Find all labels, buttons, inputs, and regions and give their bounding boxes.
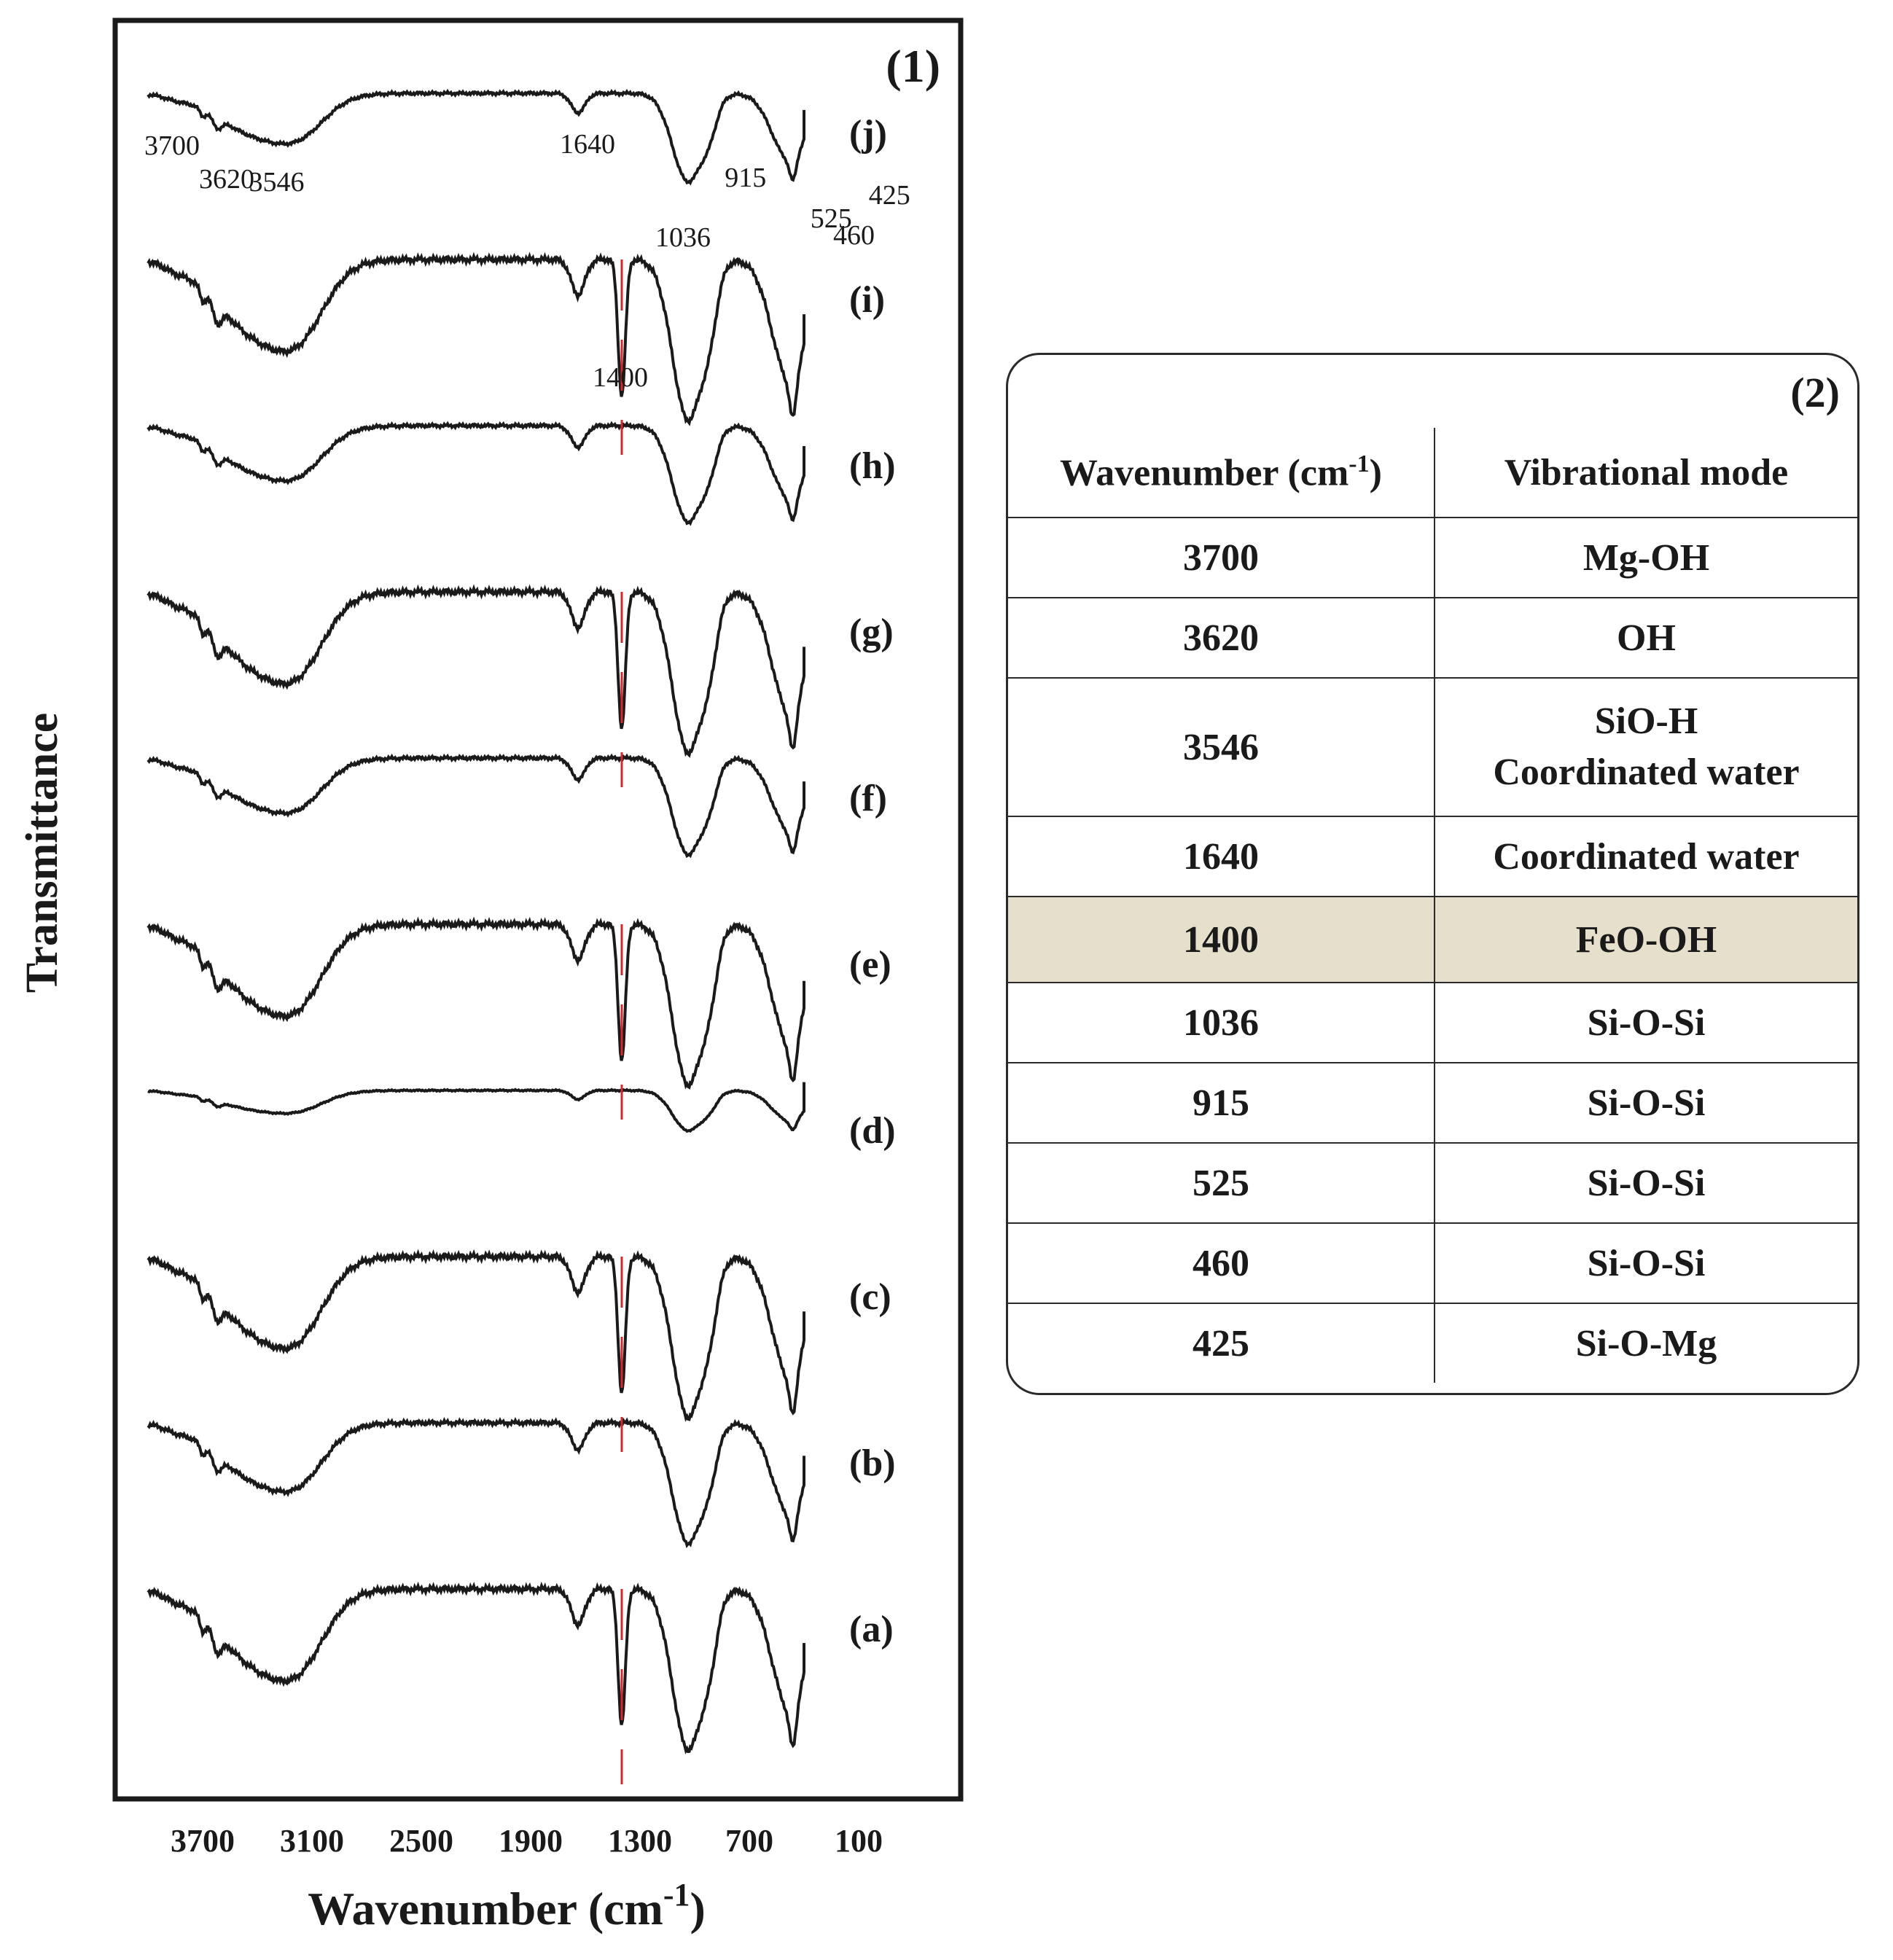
series-layer: (j) (i) (h) (g) (f) (e) (d) (c) (b) (a) bbox=[147, 88, 896, 1754]
chart-panel-label: (1) bbox=[886, 40, 940, 92]
spectrum-line-b bbox=[147, 1416, 805, 1549]
series-label-a: (a) bbox=[849, 1609, 894, 1650]
table-row: 525 Si-O-Si bbox=[1008, 1143, 1857, 1224]
table-row: 3700 Mg-OH bbox=[1008, 518, 1857, 598]
row-mode: FeO-OH bbox=[1435, 897, 1857, 983]
series-label-h: (h) bbox=[849, 445, 896, 487]
table-row: 3620 OH bbox=[1008, 598, 1857, 679]
row-wavenumber: 3620 bbox=[1008, 598, 1435, 679]
row-wavenumber: 1400 bbox=[1008, 897, 1435, 983]
x-tick-layer: 3700 3100 2500 1900 1300 700 100 bbox=[171, 1823, 883, 1859]
spectrum-line-f bbox=[147, 753, 805, 859]
table-row: 1640 Coordinated water bbox=[1008, 816, 1857, 897]
row-mode: Mg-OH bbox=[1435, 518, 1857, 598]
peak-annotation-3546: 3546 bbox=[249, 167, 305, 198]
row-wavenumber: 915 bbox=[1008, 1063, 1435, 1144]
plot-frame bbox=[112, 17, 964, 1802]
row-mode: Si-O-Si bbox=[1435, 1143, 1857, 1224]
peak-annotation-425: 425 bbox=[869, 180, 910, 211]
x-tick-label: 1300 bbox=[608, 1823, 672, 1859]
x-axis-title-main: Wavenumber (cm bbox=[308, 1883, 663, 1934]
row-wavenumber: 1640 bbox=[1008, 816, 1435, 897]
y-axis-title: Transmittance bbox=[17, 713, 67, 993]
row-mode: SiO-H Coordinated water bbox=[1435, 678, 1857, 817]
spectrum-line-g bbox=[147, 584, 805, 758]
vibrational-mode-table: Wavenumber (cm-1) Vibrational mode 3700 … bbox=[1008, 428, 1857, 1383]
peak-annotation-915: 915 bbox=[725, 163, 766, 193]
x-tick-label: 3700 bbox=[171, 1823, 235, 1859]
table-row-highlighted: 1400 FeO-OH bbox=[1008, 897, 1857, 983]
table-row: 1036 Si-O-Si bbox=[1008, 983, 1857, 1063]
row-mode: Si-O-Si bbox=[1435, 983, 1857, 1063]
table-row: 915 Si-O-Si bbox=[1008, 1063, 1857, 1144]
row-mode-line: Coordinated water bbox=[1493, 751, 1800, 793]
series-label-d: (d) bbox=[849, 1110, 896, 1152]
series-label-g: (g) bbox=[849, 612, 894, 653]
table-row: 3546 SiO-H Coordinated water bbox=[1008, 678, 1857, 817]
series-label-b: (b) bbox=[849, 1442, 896, 1484]
peak-annotation-1036: 1036 bbox=[655, 222, 711, 253]
header-wavenumber-close: ) bbox=[1369, 452, 1382, 494]
row-wavenumber: 525 bbox=[1008, 1143, 1435, 1224]
spectrum-line-d bbox=[147, 1082, 805, 1133]
peak-annotation-3700: 3700 bbox=[144, 130, 200, 161]
spectrum-line-j bbox=[147, 88, 805, 186]
table-row: 460 Si-O-Si bbox=[1008, 1223, 1857, 1304]
row-mode: Si-O-Mg bbox=[1575, 1322, 1717, 1364]
table-row: 425 Si-O-Mg bbox=[1008, 1303, 1857, 1383]
series-label-f: (f) bbox=[849, 778, 887, 819]
peak-annotation-460: 460 bbox=[833, 220, 875, 251]
row-wavenumber: 1036 bbox=[1008, 983, 1435, 1063]
series-label-j: (j) bbox=[849, 113, 887, 155]
header-wavenumber-text: Wavenumber (cm bbox=[1060, 452, 1349, 494]
table-header-row: Wavenumber (cm-1) Vibrational mode bbox=[1008, 428, 1857, 518]
table-panel-label: (2) bbox=[1790, 369, 1840, 416]
x-tick-label: 700 bbox=[725, 1823, 773, 1859]
vibrational-mode-table-panel: (2) Wavenumber (cm-1) Vibrational mode 3… bbox=[1006, 353, 1859, 1395]
row-wavenumber: 3546 bbox=[1008, 678, 1435, 817]
series-label-i: (i) bbox=[849, 279, 885, 321]
series-label-e: (e) bbox=[849, 944, 891, 985]
header-mode: Vibrational mode bbox=[1435, 428, 1857, 518]
row-mode: OH bbox=[1435, 598, 1857, 679]
row-wavenumber: 3700 bbox=[1008, 518, 1435, 598]
peak-annotation-1400: 1400 bbox=[593, 362, 648, 393]
header-wavenumber: Wavenumber (cm-1) bbox=[1008, 428, 1435, 518]
spectrum-line-e bbox=[147, 916, 805, 1090]
x-axis-title-sup: -1 bbox=[663, 1877, 690, 1913]
row-mode-line: SiO-H bbox=[1594, 700, 1698, 742]
spectrum-line-a bbox=[147, 1581, 805, 1754]
x-axis-title: Wavenumber (cm-1) bbox=[308, 1877, 706, 1934]
x-axis-title-close: ) bbox=[690, 1883, 706, 1934]
peak-annotation-525: 525 bbox=[811, 203, 852, 234]
row-mode: Si-O-Si bbox=[1435, 1063, 1857, 1144]
row-wavenumber: 425 bbox=[1008, 1303, 1435, 1383]
spectrum-line-h bbox=[147, 421, 805, 526]
row-mode: Si-O-Si bbox=[1435, 1223, 1857, 1304]
x-tick-label: 3100 bbox=[280, 1823, 344, 1859]
x-tick-label: 100 bbox=[835, 1823, 883, 1859]
spectrum-line-c bbox=[147, 1249, 805, 1422]
row-mode: Coordinated water bbox=[1435, 816, 1857, 897]
series-label-c: (c) bbox=[849, 1276, 891, 1318]
peak-annotation-1640: 1640 bbox=[560, 129, 615, 160]
row-wavenumber: 460 bbox=[1008, 1223, 1435, 1304]
x-tick-label: 1900 bbox=[499, 1823, 563, 1859]
spectrum-line-i bbox=[147, 251, 805, 426]
peak-annotation-3620: 3620 bbox=[199, 164, 254, 195]
x-tick-label: 2500 bbox=[389, 1823, 453, 1859]
header-wavenumber-sup: -1 bbox=[1348, 450, 1370, 477]
